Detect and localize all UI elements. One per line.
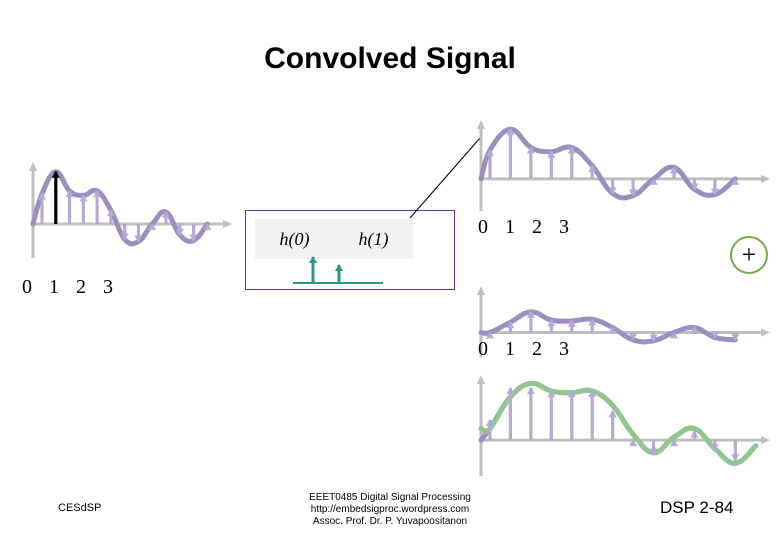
footer-center-line1: EEET0485 Digital Signal Processing: [270, 492, 510, 504]
footer-center-line3: Assoc. Prof. Dr. P. Yuvapoositanon: [270, 516, 510, 528]
axis-labels-right-mid: 0 1 2 3: [478, 338, 575, 361]
axis-labels-right-top: 0 1 2 3: [478, 216, 575, 239]
footer-center: EEET0485 Digital Signal Processing http:…: [270, 492, 510, 528]
footer-left-text: CESdSP: [58, 502, 101, 514]
signal-right-top: [470, 120, 770, 215]
impulse-stems: [246, 211, 456, 291]
footer-center-line2: http://embedsigproc.wordpress.com: [270, 504, 510, 516]
title-text: Convolved Signal: [264, 42, 516, 75]
footer-right-text: DSP 2-84: [660, 498, 733, 517]
plus-symbol: +: [730, 236, 768, 274]
axis-label-text: 0 1 2 3: [22, 276, 119, 298]
plus-text: +: [742, 240, 757, 270]
signal-right-bottom: [470, 375, 770, 480]
page-title: Convolved Signal: [0, 42, 780, 76]
axis-labels-left: 0 1 2 3: [22, 276, 119, 299]
signal-left-input: [22, 162, 232, 262]
footer-right: DSP 2-84: [660, 498, 733, 518]
impulse-response-box: h(0) h(1): [245, 210, 455, 290]
axis-label-text: 0 1 2 3: [478, 338, 575, 360]
footer-left: CESdSP: [58, 502, 101, 514]
axis-label-text: 0 1 2 3: [478, 216, 575, 238]
